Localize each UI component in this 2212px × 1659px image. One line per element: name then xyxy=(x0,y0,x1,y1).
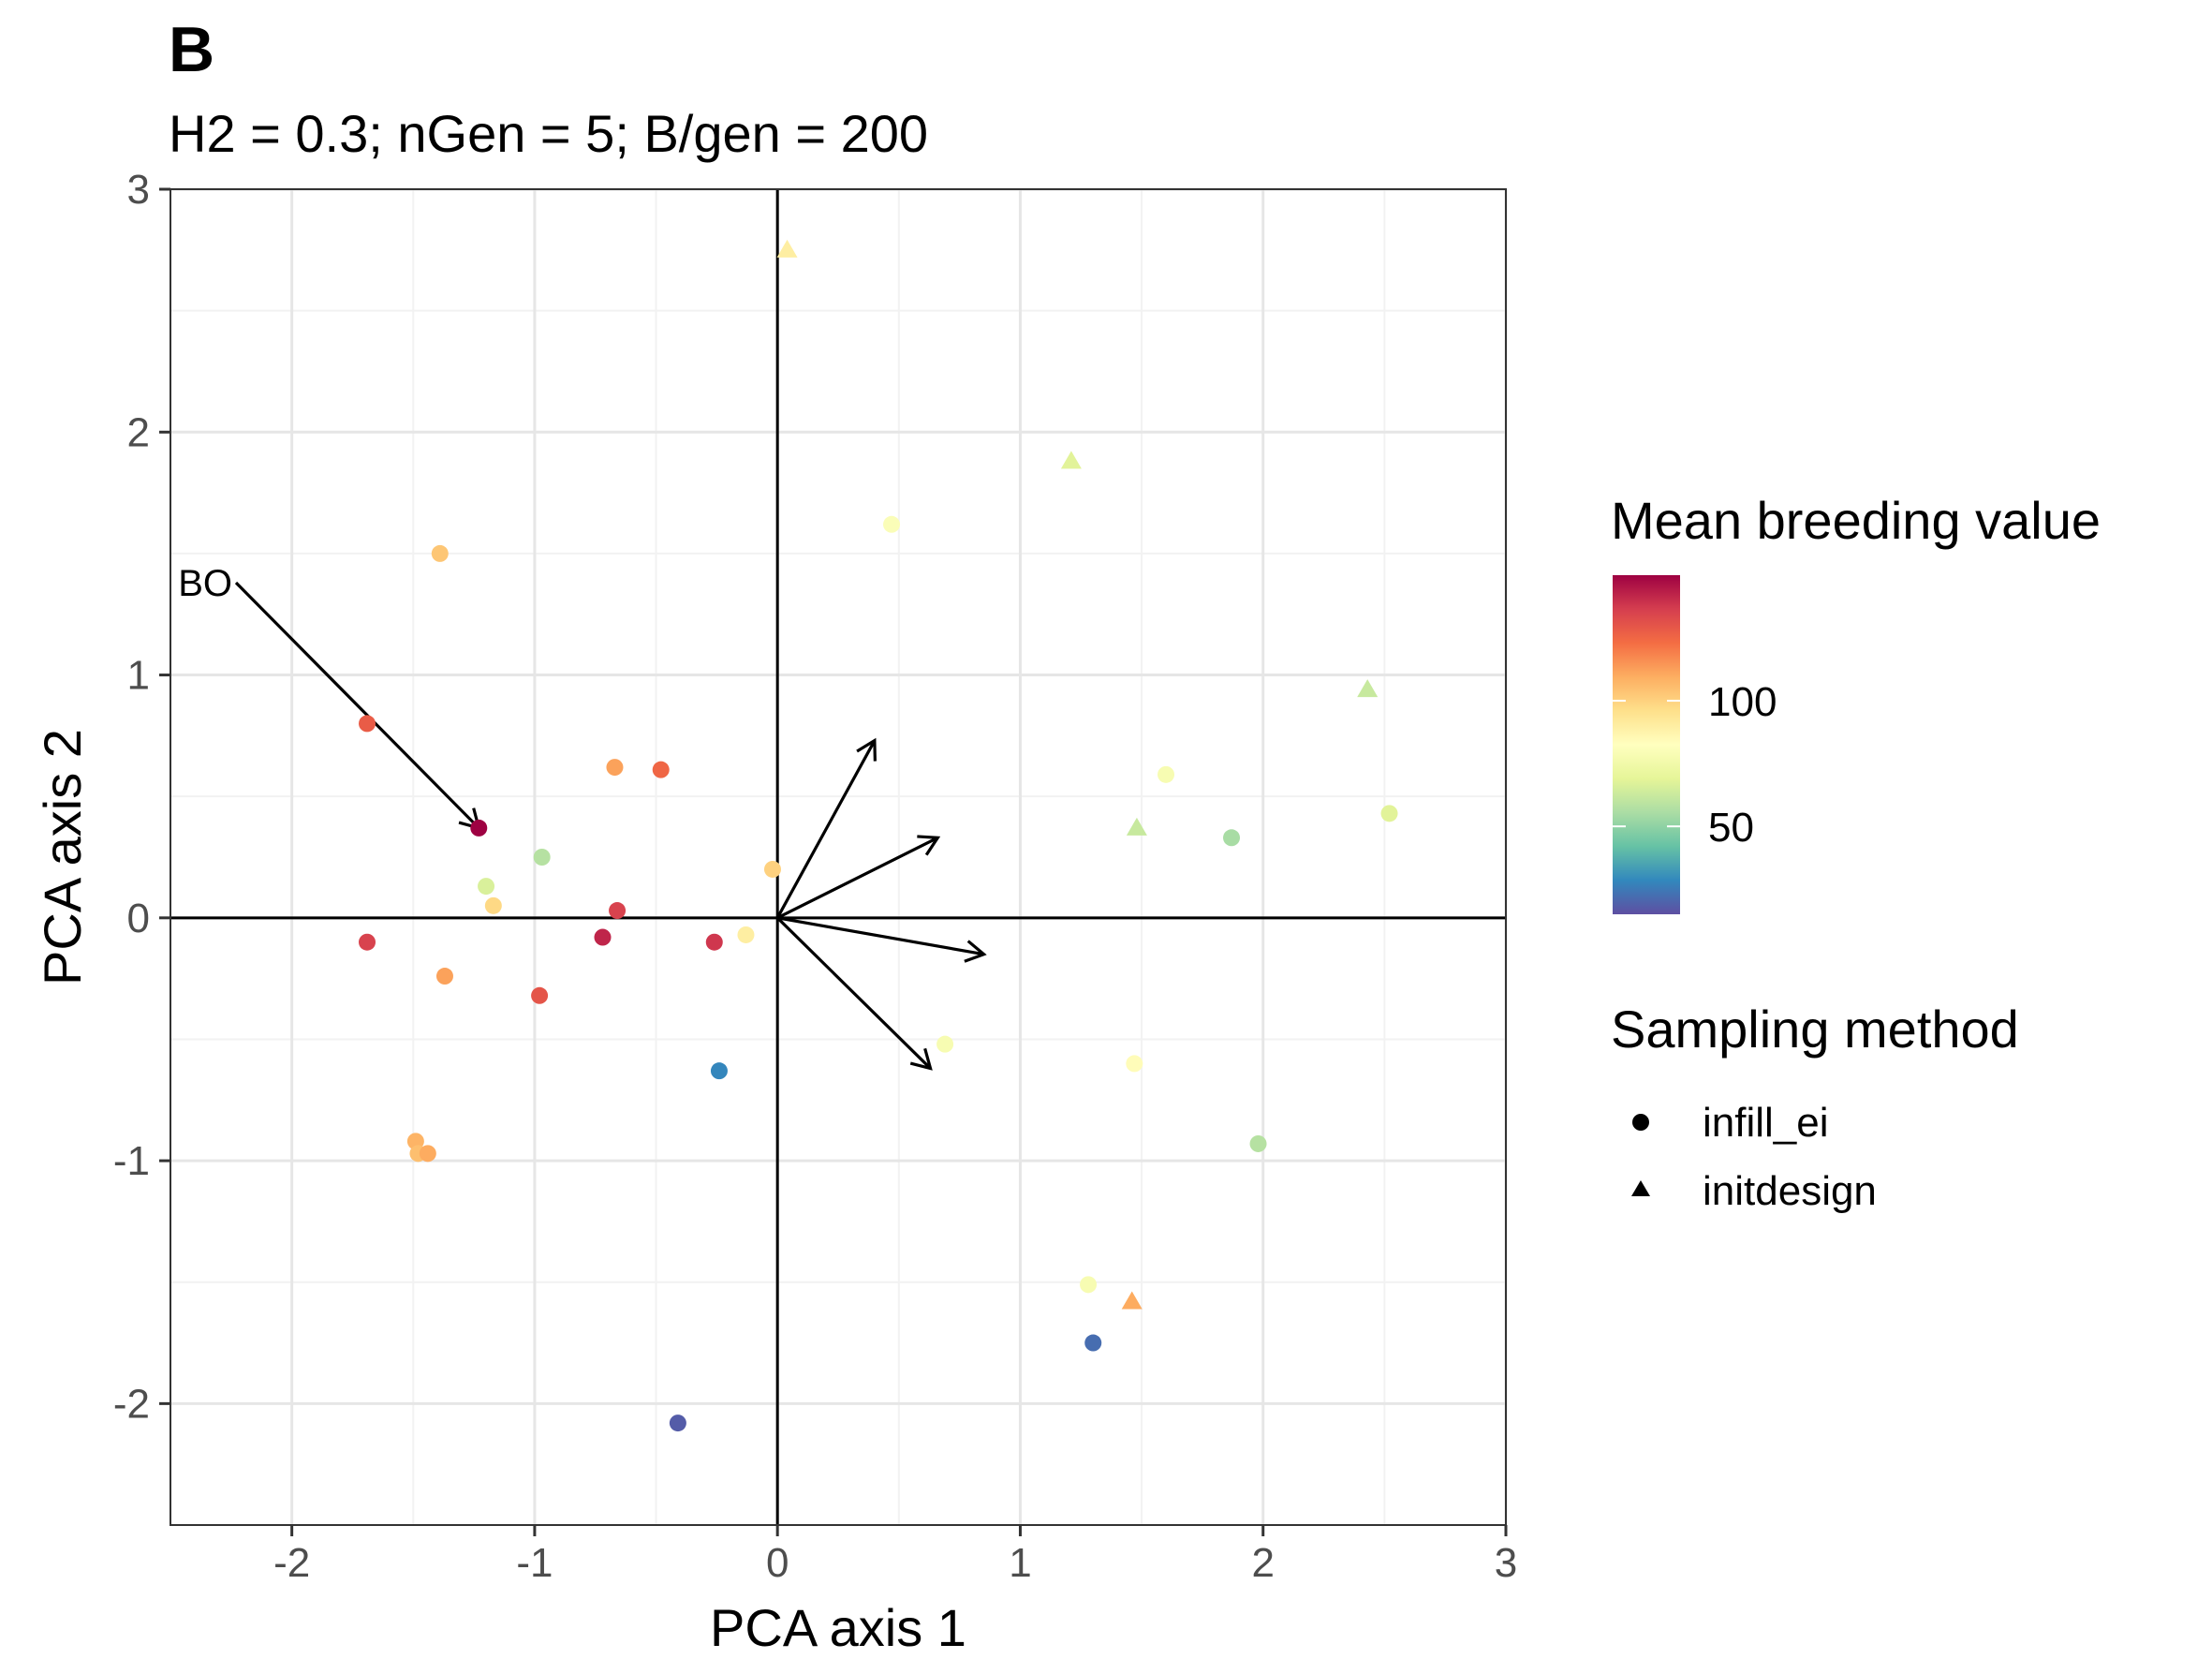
data-point-circle xyxy=(470,819,488,837)
x-tick-label: -2 xyxy=(273,1540,310,1586)
colorbar-ticks: 50 100 xyxy=(1613,679,1777,851)
data-point-triangle xyxy=(1126,817,1147,836)
arrow-shaft xyxy=(776,916,932,1070)
arrow-head xyxy=(856,737,877,762)
arrow-4 xyxy=(776,916,933,1071)
data-point-circle xyxy=(419,1145,436,1163)
data-points xyxy=(359,239,1398,1432)
colorbar-tick-label: 50 xyxy=(1708,805,1754,851)
x-tick-label: 0 xyxy=(766,1540,789,1586)
loading-arrows: BO xyxy=(178,563,987,1071)
x-tick-label: 2 xyxy=(1251,1540,1274,1586)
data-point-circle xyxy=(435,968,453,985)
x-axis: -2 -1 0 1 2 3 xyxy=(273,1525,1517,1586)
data-point-circle xyxy=(763,860,781,878)
data-point-circle xyxy=(1080,1276,1098,1294)
x-tick-label: 3 xyxy=(1495,1540,1517,1586)
data-point-circle xyxy=(1380,805,1398,822)
arrow-head xyxy=(917,835,941,856)
colorbar-title: Mean breeding value xyxy=(1611,491,2101,550)
legend-circle-key xyxy=(1632,1114,1649,1131)
arrow-shaft xyxy=(234,581,480,830)
colorbar xyxy=(1613,575,1680,914)
data-point-circle xyxy=(478,878,495,896)
reference-lines xyxy=(170,189,1506,1525)
arrow-head xyxy=(964,940,987,963)
data-point-circle xyxy=(1084,1334,1102,1352)
arrow-1 xyxy=(775,737,877,919)
arrow-3 xyxy=(776,916,987,963)
data-point-circle xyxy=(359,715,376,733)
data-point-circle xyxy=(652,761,670,778)
data-point-circle xyxy=(594,928,612,946)
arrow-label: BO xyxy=(178,563,232,604)
arrow-2 xyxy=(776,835,941,920)
data-point-circle xyxy=(1249,1134,1267,1152)
y-tick-label: 3 xyxy=(127,167,150,213)
shape-legend-title: Sampling method xyxy=(1611,1000,2019,1059)
arrow-head xyxy=(909,1047,933,1071)
data-point-triangle xyxy=(1060,451,1082,469)
x-tick-label: 1 xyxy=(1009,1540,1031,1586)
data-point-circle xyxy=(669,1415,686,1432)
y-tick-label: -1 xyxy=(113,1138,150,1184)
legend: Mean breeding value 50 100 Sampling metho… xyxy=(1611,491,2101,1214)
data-point-circle xyxy=(1158,765,1175,783)
data-point-circle xyxy=(606,759,624,777)
legend-label-infill: infill_ei xyxy=(1703,1100,1829,1146)
arrow-shaft xyxy=(776,836,939,920)
data-point-triangle xyxy=(1357,679,1379,698)
data-point-circle xyxy=(936,1035,954,1053)
data-point-circle xyxy=(431,544,449,562)
data-point-circle xyxy=(484,896,502,914)
x-axis-title: PCA axis 1 xyxy=(710,1598,966,1657)
arrow-0: BO xyxy=(178,563,481,831)
colorbar-tick-label: 100 xyxy=(1708,679,1777,725)
data-point-triangle xyxy=(776,239,798,258)
plot-panel-border xyxy=(170,188,1507,1526)
data-point-circle xyxy=(737,926,755,943)
data-point-circle xyxy=(710,1062,728,1080)
data-point-triangle xyxy=(1121,1291,1143,1310)
panel-label: B xyxy=(169,14,214,85)
y-tick-label: 1 xyxy=(127,653,150,699)
legend-label-initdesign: initdesign xyxy=(1703,1168,1877,1214)
legend-triangle-key xyxy=(1631,1180,1650,1196)
data-point-circle xyxy=(883,515,901,533)
y-axis-title: PCA axis 2 xyxy=(33,729,92,985)
data-point-circle xyxy=(609,902,627,920)
y-tick-label: 2 xyxy=(127,409,150,455)
y-axis: -2 -1 0 1 2 3 xyxy=(113,167,170,1427)
data-point-circle xyxy=(359,933,376,951)
y-tick-label: -2 xyxy=(113,1381,150,1427)
arrow-shaft xyxy=(775,739,877,919)
plot-background xyxy=(170,189,1506,1525)
chart-subtitle: H2 = 0.3; nGen = 5; B/gen = 200 xyxy=(169,104,928,163)
grid xyxy=(170,187,1508,1526)
data-point-circle xyxy=(1223,829,1241,847)
data-point-circle xyxy=(531,986,549,1004)
y-tick-label: 0 xyxy=(127,896,150,941)
data-point-circle xyxy=(533,849,551,866)
arrow-shaft xyxy=(776,916,984,956)
x-tick-label: -1 xyxy=(516,1540,553,1586)
data-point-circle xyxy=(1126,1055,1143,1073)
data-point-circle xyxy=(705,933,723,951)
